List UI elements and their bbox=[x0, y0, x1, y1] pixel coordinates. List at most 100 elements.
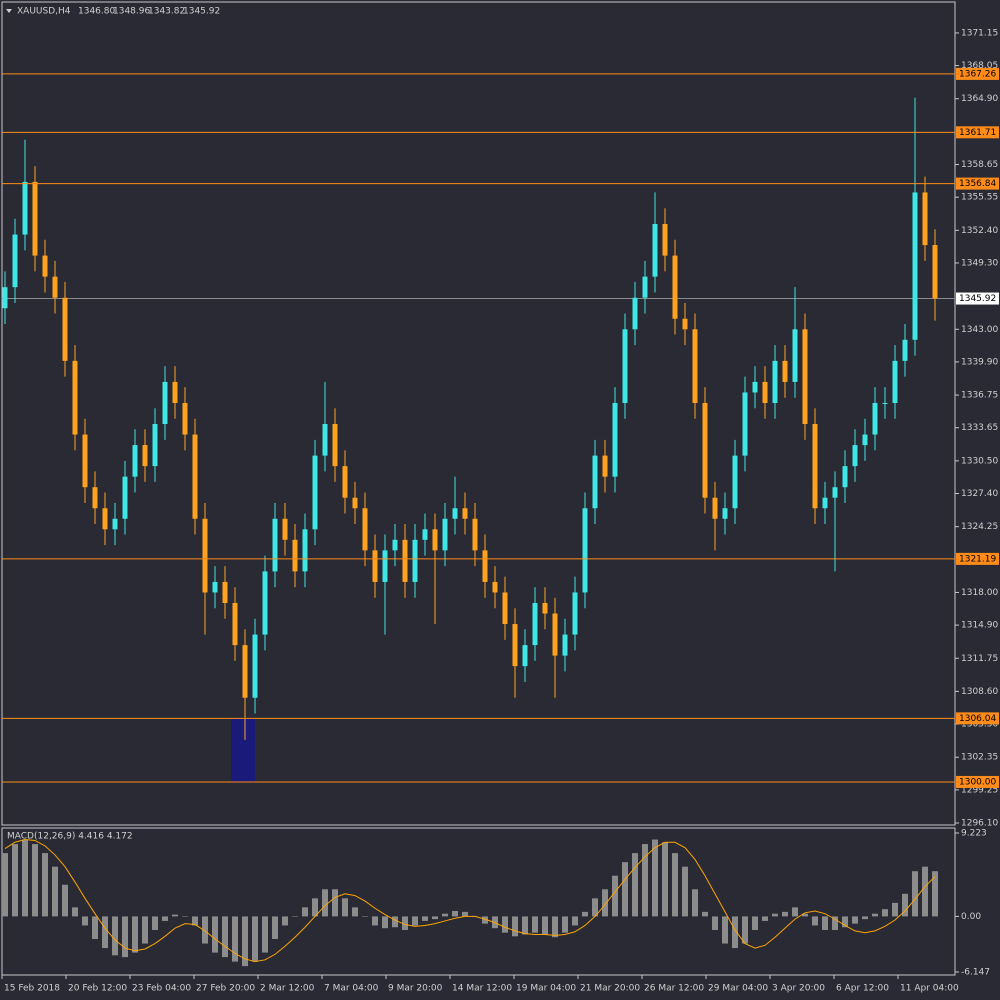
y-tick-label: 1343.00 bbox=[961, 325, 998, 335]
y-tick-label: 1308.60 bbox=[961, 687, 998, 697]
candle-body bbox=[192, 434, 198, 519]
candle-body bbox=[772, 360, 778, 403]
macd-bar bbox=[662, 842, 668, 917]
macd-bar bbox=[332, 889, 338, 917]
candle-body bbox=[622, 329, 628, 403]
macd-bar bbox=[792, 907, 798, 917]
y-tick-label: 1318.00 bbox=[961, 588, 998, 598]
x-tick-label: 29 Mar 04:00 bbox=[708, 984, 768, 994]
macd-bar bbox=[32, 844, 38, 917]
macd-bar bbox=[192, 916, 198, 926]
macd-bar bbox=[452, 910, 458, 917]
candle-body bbox=[122, 476, 128, 519]
macd-bar bbox=[22, 839, 28, 917]
candle-body bbox=[152, 424, 158, 467]
macd-bar bbox=[202, 916, 208, 944]
macd-bar bbox=[512, 916, 518, 937]
macd-bar bbox=[62, 884, 68, 917]
candle-body bbox=[412, 539, 418, 582]
y-tick-label: 1299.25 bbox=[961, 785, 998, 795]
y-tick-label: 1352.40 bbox=[961, 226, 998, 236]
macd-bar bbox=[802, 913, 808, 917]
x-tick-label: 23 Feb 04:00 bbox=[132, 984, 191, 994]
current-price-box bbox=[956, 292, 999, 305]
candle-body bbox=[592, 455, 598, 509]
macd-bar bbox=[922, 866, 928, 917]
candle-body bbox=[902, 339, 908, 361]
candle-body bbox=[812, 424, 818, 509]
macd-bar bbox=[622, 862, 628, 917]
candle-body bbox=[482, 550, 488, 582]
y-tick-label: 1327.40 bbox=[961, 489, 998, 499]
candle-body bbox=[732, 455, 738, 509]
y-tick-label: 1358.65 bbox=[961, 160, 998, 170]
candle-body bbox=[102, 508, 108, 530]
candle-body bbox=[432, 529, 438, 551]
x-tick-label: 26 Mar 12:00 bbox=[644, 984, 704, 994]
macd-tick-label: -6.147 bbox=[961, 967, 990, 977]
macd-bar bbox=[112, 916, 118, 956]
candle-body bbox=[602, 455, 608, 477]
x-tick-label: 15 Feb 2018 bbox=[4, 984, 60, 994]
candle-body bbox=[582, 508, 588, 593]
macd-bar bbox=[862, 916, 868, 920]
level-label-box bbox=[956, 712, 999, 725]
macd-bar bbox=[172, 914, 178, 917]
macd-bar bbox=[632, 853, 638, 917]
y-tick-label: 1296.10 bbox=[961, 818, 998, 828]
candle-body bbox=[422, 529, 428, 540]
macd-bar bbox=[132, 916, 138, 953]
candle-body bbox=[672, 255, 678, 319]
y-tick-label: 1355.55 bbox=[961, 193, 998, 203]
macd-bar bbox=[282, 916, 288, 926]
level-label: 1321.19 bbox=[959, 554, 996, 564]
candle-body bbox=[872, 402, 878, 435]
macd-bar bbox=[102, 916, 108, 949]
macd-bar bbox=[52, 866, 58, 917]
candle-body bbox=[782, 360, 788, 382]
candle-body bbox=[922, 192, 928, 246]
candle-body bbox=[32, 181, 38, 256]
candle-body bbox=[2, 287, 8, 309]
candle-body bbox=[562, 634, 568, 656]
macd-bar bbox=[432, 916, 438, 920]
macd-bar bbox=[812, 916, 818, 926]
macd-bar bbox=[442, 913, 448, 917]
x-tick-label: 20 Feb 12:00 bbox=[68, 984, 127, 994]
candle-body bbox=[472, 518, 478, 551]
ohlc-low: 1343.82 bbox=[148, 7, 185, 17]
macd-bar bbox=[212, 916, 218, 953]
signal-line bbox=[4, 839, 936, 963]
candle-body bbox=[642, 276, 648, 298]
macd-bar bbox=[222, 916, 228, 958]
macd-bar bbox=[732, 916, 738, 949]
macd-bar bbox=[312, 898, 318, 917]
x-tick-label: 7 Mar 04:00 bbox=[324, 984, 379, 994]
candle-body bbox=[652, 224, 658, 277]
level-label-box bbox=[956, 775, 999, 788]
candle-body bbox=[312, 455, 318, 530]
candle-body bbox=[362, 508, 368, 551]
macd-bar bbox=[912, 871, 918, 917]
macd-label: MACD(12,26,9) 4.416 4.172 bbox=[7, 832, 133, 842]
macd-bar bbox=[82, 916, 88, 926]
macd-bar bbox=[692, 889, 698, 917]
y-tick-label: 1333.65 bbox=[961, 423, 998, 433]
menu-arrow[interactable] bbox=[6, 9, 12, 13]
macd-bar bbox=[782, 911, 788, 917]
macd-bar bbox=[552, 916, 558, 938]
macd-bar bbox=[562, 916, 568, 933]
macd-bar bbox=[762, 916, 768, 921]
candle-body bbox=[252, 634, 258, 698]
macd-bar bbox=[152, 916, 158, 930]
candle-body bbox=[702, 402, 708, 498]
candle-body bbox=[92, 487, 98, 509]
candle-body bbox=[742, 392, 748, 456]
macd-bar bbox=[372, 916, 378, 926]
candle-body bbox=[522, 645, 528, 667]
macd-bar bbox=[742, 916, 748, 944]
macd-bar bbox=[712, 916, 718, 930]
candle-body bbox=[762, 381, 768, 403]
